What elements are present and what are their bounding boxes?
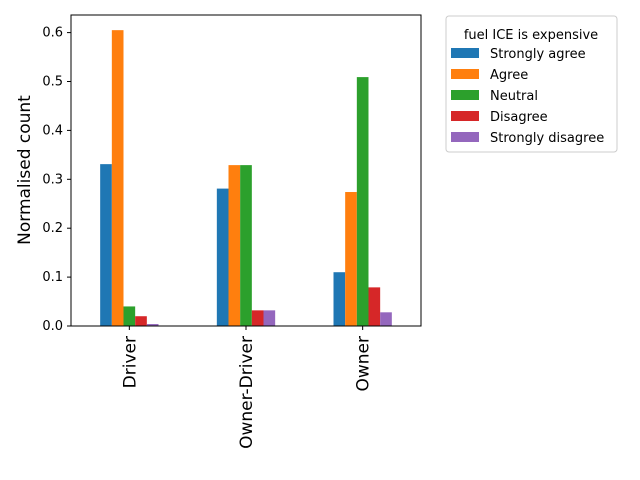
legend: fuel ICE is expensive Strongly agree Agre… (445, 15, 618, 153)
legend-swatch (451, 132, 479, 142)
legend-entry-label: Disagree (490, 110, 548, 125)
bar-driver-strongly-disagree (146, 324, 159, 326)
legend-swatch (451, 69, 479, 79)
bar-owner-neutral (356, 77, 369, 326)
legend-entry-label: Neutral (490, 89, 538, 104)
x-tick-label: Owner-Driver (237, 336, 257, 449)
x-axis: Driver Owner-Driver Owner (120, 326, 374, 449)
legend-entry-label: Strongly disagree (490, 131, 604, 146)
legend-items: Strongly agree Agree Neutral Disagree Strong… (451, 47, 604, 146)
bar-owner-driver-strongly-agree (216, 188, 229, 326)
bar-driver-agree (111, 30, 124, 326)
y-tick-label: 0.6 (42, 26, 63, 41)
legend-swatch (451, 48, 479, 58)
bar-owner-driver-disagree (251, 310, 264, 326)
x-tick-label: Owner (354, 336, 374, 392)
bar-driver-strongly-agree (100, 164, 112, 326)
y-tick-label: 0.4 (42, 123, 63, 138)
bar-owner-driver-agree (228, 165, 241, 326)
bar-owner-driver-neutral (240, 165, 252, 326)
legend-swatch (451, 90, 479, 100)
bar-owner-strongly-disagree (380, 312, 392, 326)
bars-group (100, 30, 392, 326)
bar-driver-disagree (135, 316, 147, 326)
bar-owner-disagree (368, 287, 381, 326)
y-axis-title: Normalised count (15, 95, 35, 245)
y-tick-label: 0.0 (42, 319, 63, 334)
y-tick-label: 0.2 (42, 221, 63, 236)
legend-swatch (451, 111, 479, 121)
bar-owner-strongly-agree (333, 272, 346, 326)
y-tick-label: 0.3 (42, 172, 63, 187)
bar-owner-driver-strongly-disagree (263, 310, 276, 326)
y-tick-label: 0.1 (42, 270, 63, 285)
y-tick-label: 0.5 (42, 75, 63, 90)
legend-entry-label: Agree (490, 68, 528, 83)
legend-entry-label: Strongly agree (490, 47, 586, 62)
y-axis: 0.0 0.1 0.2 0.3 0.4 0.5 0.6 (42, 26, 71, 334)
bar-driver-neutral (123, 306, 136, 326)
x-tick-label: Driver (120, 336, 140, 388)
legend-frame (445, 15, 618, 153)
bar-owner-agree (345, 192, 357, 326)
legend-title: fuel ICE is expensive (464, 28, 598, 43)
